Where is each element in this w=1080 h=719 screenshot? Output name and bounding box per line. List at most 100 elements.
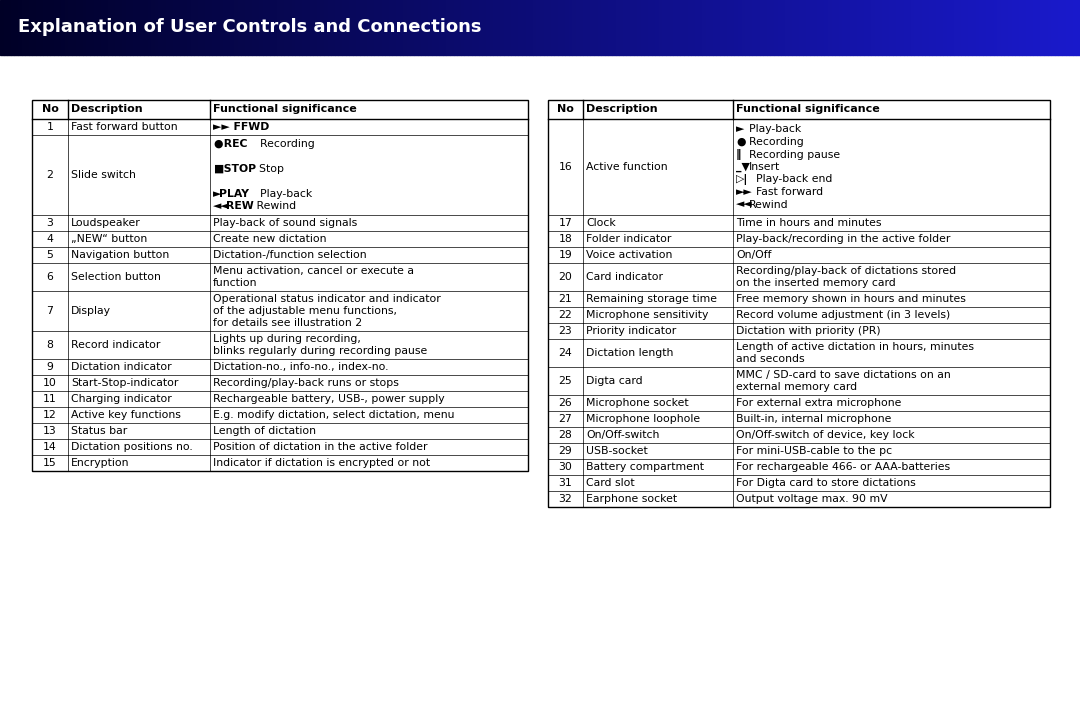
Bar — [623, 0, 626, 55]
Bar — [202, 0, 205, 55]
Bar — [1026, 0, 1029, 55]
Text: Lights up during recording,: Lights up during recording, — [213, 334, 361, 344]
Bar — [926, 0, 929, 55]
Bar — [861, 0, 864, 55]
Bar — [576, 0, 580, 55]
Bar — [821, 0, 824, 55]
Bar — [238, 0, 241, 55]
Bar — [284, 0, 288, 55]
Bar — [548, 100, 1050, 507]
Bar — [421, 0, 424, 55]
Bar — [796, 0, 799, 55]
Bar — [630, 0, 634, 55]
Bar — [583, 0, 586, 55]
Bar — [0, 0, 3, 55]
Bar — [846, 0, 850, 55]
Text: 9: 9 — [46, 362, 53, 372]
Bar — [133, 0, 137, 55]
Text: 12: 12 — [43, 410, 57, 420]
Bar — [375, 0, 378, 55]
Bar — [889, 0, 893, 55]
Text: „NEW“ button: „NEW“ button — [71, 234, 147, 244]
Bar — [759, 0, 764, 55]
Bar — [612, 0, 616, 55]
Text: Card indicator: Card indicator — [586, 272, 663, 282]
Bar — [532, 0, 537, 55]
Bar — [616, 0, 619, 55]
Text: Microphone sensitivity: Microphone sensitivity — [586, 310, 708, 320]
Bar — [57, 0, 62, 55]
Bar — [230, 0, 234, 55]
Bar — [43, 0, 46, 55]
Bar — [994, 0, 997, 55]
Bar — [97, 0, 100, 55]
Bar — [313, 0, 316, 55]
Text: Folder indicator: Folder indicator — [586, 234, 672, 244]
Bar — [964, 0, 969, 55]
Bar — [651, 0, 656, 55]
Text: Recording/play-back of dictations stored: Recording/play-back of dictations stored — [735, 266, 956, 276]
Bar — [51, 0, 54, 55]
Bar — [850, 0, 853, 55]
Bar — [191, 0, 194, 55]
Bar — [356, 0, 360, 55]
Text: Insert: Insert — [750, 162, 780, 172]
Bar — [792, 0, 796, 55]
Bar — [400, 0, 403, 55]
Text: 32: 32 — [558, 494, 572, 504]
Bar — [137, 0, 140, 55]
Bar — [785, 0, 788, 55]
Bar — [497, 0, 500, 55]
Bar — [194, 0, 198, 55]
Bar — [429, 0, 432, 55]
Text: on the inserted memory card: on the inserted memory card — [735, 278, 895, 288]
Bar — [562, 0, 565, 55]
Bar — [165, 0, 170, 55]
Bar — [1004, 0, 1008, 55]
Text: Battery compartment: Battery compartment — [586, 462, 704, 472]
Bar — [14, 0, 18, 55]
Bar — [972, 0, 975, 55]
Text: Time in hours and minutes: Time in hours and minutes — [735, 218, 881, 228]
Text: 1: 1 — [46, 122, 53, 132]
Bar — [468, 0, 472, 55]
Bar — [198, 0, 202, 55]
Bar — [748, 0, 753, 55]
Bar — [832, 0, 835, 55]
Bar — [364, 0, 367, 55]
Bar — [184, 0, 187, 55]
Bar — [8, 0, 11, 55]
Text: Priority indicator: Priority indicator — [586, 326, 676, 336]
Bar — [915, 0, 918, 55]
Text: 10: 10 — [43, 378, 57, 388]
Bar — [813, 0, 818, 55]
Text: of the adjustable menu functions,: of the adjustable menu functions, — [213, 306, 397, 316]
Text: Free memory shown in hours and minutes: Free memory shown in hours and minutes — [735, 294, 966, 304]
Text: Digta card: Digta card — [586, 376, 643, 386]
Text: 15: 15 — [43, 458, 57, 468]
Text: 28: 28 — [558, 430, 572, 440]
Bar — [245, 0, 248, 55]
Bar — [637, 0, 640, 55]
Bar — [727, 0, 731, 55]
Bar — [756, 0, 759, 55]
Bar — [597, 0, 602, 55]
Bar — [856, 0, 861, 55]
Text: On/Off-switch of device, key lock: On/Off-switch of device, key lock — [735, 430, 915, 440]
Text: Earphone socket: Earphone socket — [586, 494, 677, 504]
Text: For external extra microphone: For external extra microphone — [735, 398, 902, 408]
Bar — [662, 0, 666, 55]
Bar — [86, 0, 90, 55]
Bar — [753, 0, 756, 55]
Bar — [659, 0, 662, 55]
Bar — [670, 0, 673, 55]
Text: 3: 3 — [46, 218, 53, 228]
Bar — [32, 100, 528, 471]
Bar — [378, 0, 381, 55]
Bar — [1058, 0, 1062, 55]
Bar — [108, 0, 111, 55]
Bar — [591, 0, 594, 55]
Text: Rewind: Rewind — [245, 201, 296, 211]
Bar — [281, 0, 284, 55]
Text: ►: ► — [213, 189, 221, 198]
